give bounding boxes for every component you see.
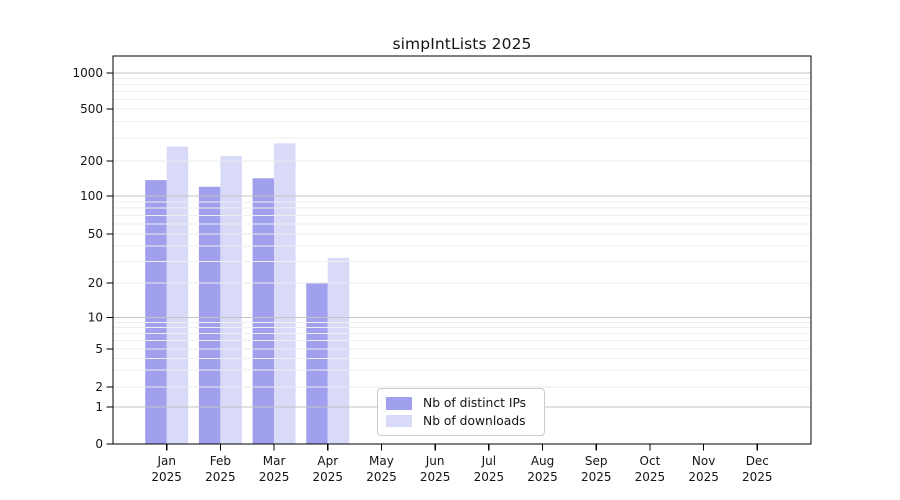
x-tick-label-month: Sep — [585, 454, 608, 468]
x-tick-label-year: 2025 — [527, 470, 558, 484]
chart-title: simpIntLists 2025 — [392, 35, 532, 53]
legend-item: Nb of distinct IPs — [386, 397, 536, 410]
legend-swatch-distinct-ips — [386, 397, 412, 410]
x-tick-label-year: 2025 — [312, 470, 343, 484]
x-tick-label-year: 2025 — [366, 470, 397, 484]
legend-swatch-downloads — [386, 414, 412, 427]
x-tick-label-year: 2025 — [688, 470, 719, 484]
x-tick-label-month: Jun — [425, 454, 445, 468]
x-tick-label-year: 2025 — [581, 470, 612, 484]
x-tick-label-year: 2025 — [205, 470, 236, 484]
x-tick-label-month: May — [369, 454, 394, 468]
x-tick-label-month: Mar — [263, 454, 286, 468]
x-tick-label-month: Feb — [210, 454, 231, 468]
y-tick-label: 0 — [95, 437, 103, 451]
x-tick-label-month: Jul — [481, 454, 496, 468]
x-tick-label-month: Dec — [746, 454, 769, 468]
bar-distinct-ips-apr — [306, 283, 328, 444]
x-tick-label-year: 2025 — [259, 470, 290, 484]
y-tick-label: 10 — [88, 311, 103, 325]
bar-distinct-ips-jan — [145, 180, 167, 444]
x-tick-label-year: 2025 — [151, 470, 182, 484]
x-tick-label-month: Nov — [692, 454, 715, 468]
x-tick-label-year: 2025 — [635, 470, 666, 484]
legend-label-distinct-ips: Nb of distinct IPs — [423, 396, 527, 411]
bar-downloads-jan — [166, 146, 189, 444]
bar-distinct-ips-mar — [252, 178, 275, 444]
y-tick-label: 20 — [88, 276, 103, 290]
x-tick-label-year: 2025 — [474, 470, 505, 484]
x-tick-label-month: Jan — [156, 454, 176, 468]
x-tick-label-month: Apr — [317, 454, 338, 468]
bar-downloads-feb — [220, 156, 242, 444]
y-tick-label: 2 — [95, 380, 103, 394]
x-tick-label-month: Oct — [640, 454, 661, 468]
bar-downloads-apr — [327, 257, 350, 444]
y-tick-label: 100 — [80, 189, 103, 203]
y-tick-label: 1000 — [72, 66, 103, 80]
legend: Nb of distinct IPs Nb of downloads — [377, 388, 545, 436]
x-tick-label-year: 2025 — [742, 470, 773, 484]
y-tick-label: 5 — [95, 342, 103, 356]
legend-item: Nb of downloads — [386, 413, 536, 428]
bar-downloads-mar — [274, 143, 296, 445]
plot-border — [112, 55, 812, 445]
y-tick-label: 1 — [95, 400, 103, 414]
x-tick-label-year: 2025 — [420, 470, 451, 484]
bar-distinct-ips-feb — [198, 186, 221, 444]
y-tick-label: 500 — [80, 102, 103, 116]
x-tick-label-month: Aug — [531, 454, 554, 468]
y-tick-label: 200 — [80, 154, 103, 168]
legend-label-downloads: Nb of downloads — [423, 413, 526, 428]
y-tick-label: 50 — [88, 227, 103, 241]
